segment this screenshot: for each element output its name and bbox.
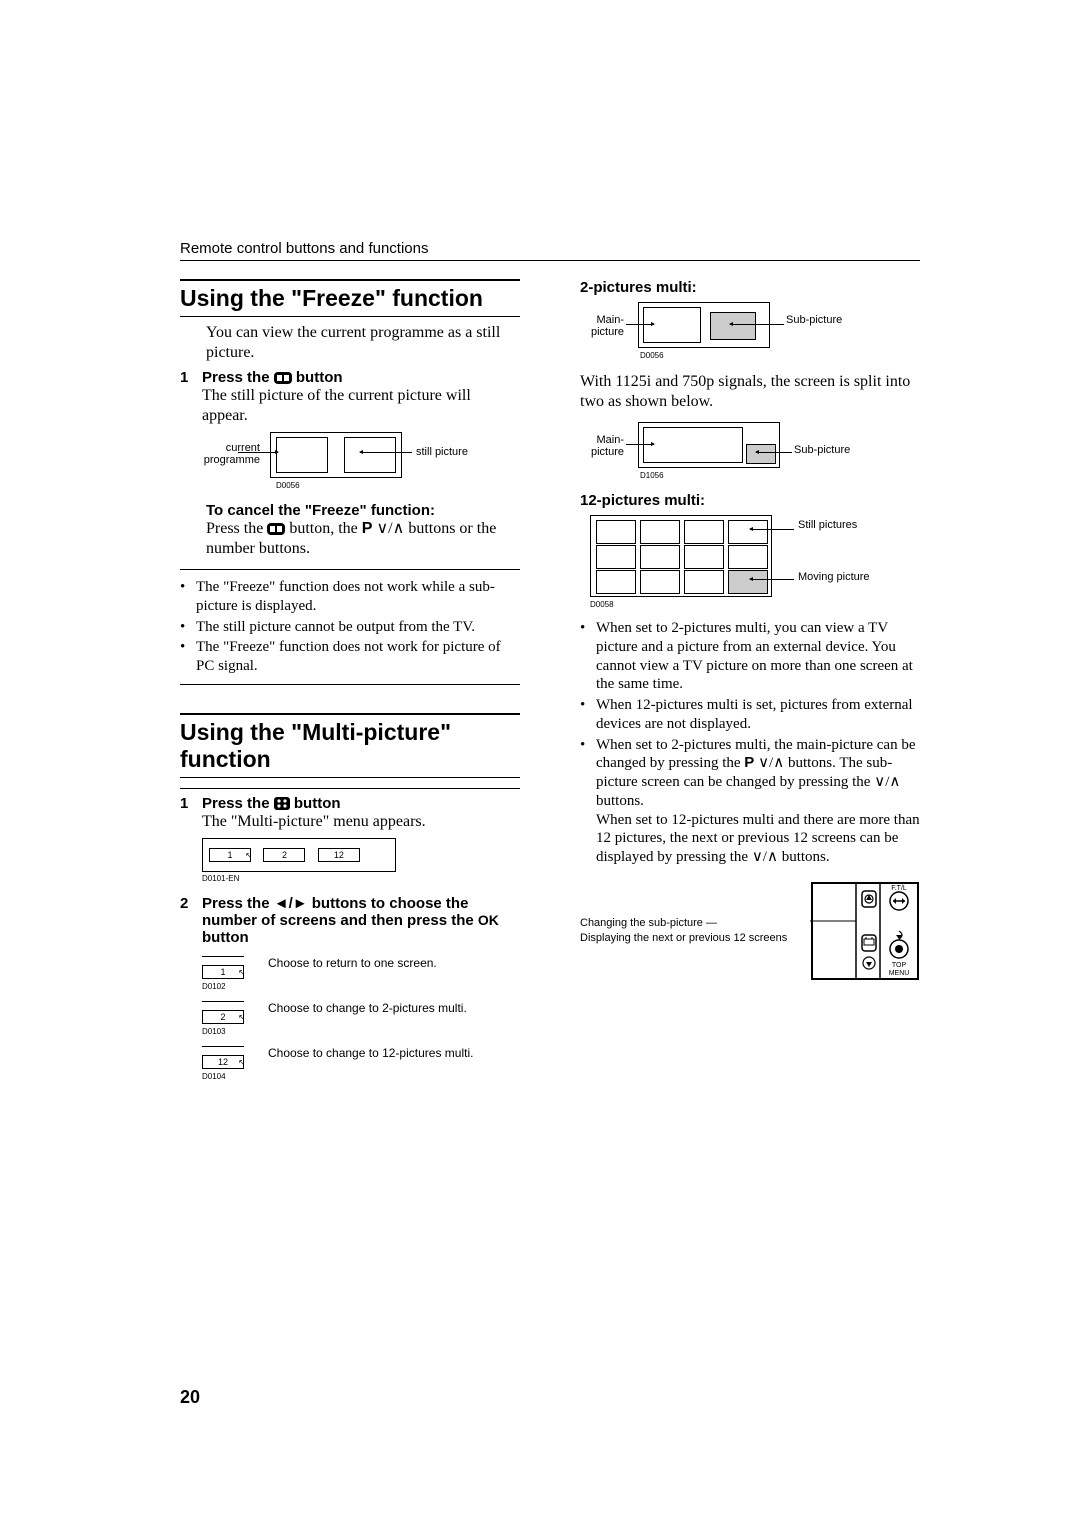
option-badge: 1↖	[202, 965, 244, 979]
multi-step1-title: Press the button	[202, 795, 426, 812]
ftl-label: F.T/L	[891, 885, 907, 892]
note-item: The still picture cannot be output from …	[196, 618, 475, 637]
diagram-code: D0058	[590, 601, 614, 610]
arrow-icon	[750, 579, 794, 580]
two-pictures-title: 2-pictures multi:	[580, 279, 920, 296]
option-badge: 12↖	[202, 1055, 244, 1069]
diagram-code: D0103	[202, 1027, 258, 1036]
freeze-step1-title: Press the button	[202, 369, 520, 386]
p-symbol: P	[744, 754, 754, 771]
step-number: 1	[180, 369, 194, 426]
note-item: The "Freeze" function does not work whil…	[196, 578, 520, 616]
two-pictures-diagram-alt: Main-picture Sub-picture D1056	[580, 422, 920, 486]
multi-step1-body: The "Multi-picture" menu appears.	[202, 812, 426, 832]
remote-caption: Changing the sub-picture — Displaying th…	[580, 916, 790, 945]
remote-diagram-row: Changing the sub-picture — Displaying th…	[580, 881, 920, 981]
twelve-pictures-title: 12-pictures multi:	[580, 492, 920, 509]
two-pictures-diagram: Main-picture Sub-picture D0056	[580, 302, 920, 366]
note-item: The "Freeze" function does not work for …	[196, 638, 520, 676]
cancel-freeze-body: Press the button, the P ∨/∧ buttons or t…	[206, 519, 520, 559]
option-desc: Choose to return to one screen.	[268, 956, 437, 970]
label-still-picture: still picture	[416, 446, 468, 458]
text: button, the	[285, 520, 361, 537]
freeze-icon	[274, 372, 292, 384]
option-desc: Choose to change to 2-pictures multi.	[268, 1001, 467, 1015]
label-main: Main-picture	[580, 434, 624, 458]
divider	[180, 788, 520, 789]
freeze-step1-body: The still picture of the current picture…	[202, 386, 520, 426]
text: Press the	[206, 520, 267, 537]
vup-icon: ∨/∧	[752, 849, 778, 865]
diagram-code: D0056	[276, 482, 300, 491]
diagram-code: D0104	[202, 1072, 258, 1081]
menu-item: 2	[263, 848, 305, 862]
page-number: 20	[180, 1387, 200, 1408]
diagram-code: D1056	[640, 472, 664, 481]
note-item: When 12-pictures multi is set, pictures …	[596, 696, 920, 734]
left-right-icon: ◄/►	[274, 895, 308, 912]
text: Press the	[202, 369, 274, 386]
label-sub: Sub-picture	[786, 314, 842, 326]
diagram-code: D0101-EN	[202, 874, 426, 883]
arrow-icon	[360, 452, 412, 453]
arrow-icon	[730, 324, 784, 325]
menu-item: 1↖	[209, 848, 251, 862]
remote-icon: F.T/L TOP MENU	[810, 881, 920, 981]
p-symbol: P	[362, 520, 373, 537]
multi-step2-title: Press the ◄/► buttons to choose the numb…	[202, 895, 520, 946]
multi-menu-diagram: 1↖ 2 12	[202, 838, 396, 872]
multi-icon	[274, 797, 290, 810]
text: button	[292, 369, 343, 386]
menu-label: MENU	[889, 970, 910, 977]
text: buttons.	[596, 793, 644, 809]
text: button	[202, 929, 249, 946]
menu-item: 12	[318, 848, 360, 862]
page-header: Remote control buttons and functions	[180, 240, 920, 261]
vup-icon: ∨/∧	[874, 774, 900, 790]
label-main: Main-picture	[580, 314, 624, 338]
note-item: When set to 2-pictures multi, you can vi…	[596, 619, 920, 694]
twelve-pictures-diagram: Still pictures Moving picture D0058	[580, 515, 920, 613]
option-row: 12↖ D0104 Choose to change to 12-picture…	[202, 1046, 520, 1081]
freeze-icon	[267, 523, 285, 535]
arrow-icon	[756, 452, 792, 453]
multi-notes: •When set to 2-pictures multi, you can v…	[580, 619, 920, 867]
text: Press the	[202, 895, 274, 912]
option-row: 2↖ D0103 Choose to change to 2-pictures …	[202, 1001, 520, 1036]
option-row: 1↖ D0102 Choose to return to one screen.	[202, 956, 520, 991]
label-moving: Moving picture	[798, 571, 870, 583]
step-number: 2	[180, 895, 194, 1081]
text: button	[290, 795, 341, 812]
option-desc: Choose to change to 12-pictures multi.	[268, 1046, 473, 1060]
freeze-diagram: current programme still picture D0056	[180, 432, 520, 492]
right-column: 2-pictures multi: Main-picture Sub-pictu…	[580, 279, 920, 1081]
multi-title: Using the "Multi-picture" function	[180, 713, 520, 778]
vup-icon: ∨/∧	[376, 520, 404, 537]
freeze-intro: You can view the current programme as a …	[180, 323, 520, 363]
freeze-notes: •The "Freeze" function does not work whi…	[180, 569, 520, 685]
two-pictures-note: With 1125i and 750p signals, the screen …	[580, 372, 920, 412]
label-current-programme: current programme	[180, 442, 260, 466]
option-badge: 2↖	[202, 1010, 244, 1024]
cancel-freeze-title: To cancel the "Freeze" function:	[206, 502, 520, 519]
diagram-code: D0102	[202, 982, 258, 991]
note-item: When set to 2-pictures multi, the main-p…	[596, 736, 920, 867]
vup-icon: ∨/∧	[758, 755, 784, 771]
left-column: Using the "Freeze" function You can view…	[180, 279, 520, 1081]
arrow-icon	[750, 529, 794, 530]
label-sub: Sub-picture	[794, 444, 850, 456]
text: buttons.	[778, 849, 830, 865]
freeze-title: Using the "Freeze" function	[180, 279, 520, 317]
text: Press the	[202, 795, 274, 812]
top-label: TOP	[892, 962, 907, 969]
step-number: 1	[180, 795, 194, 883]
label-still: Still pictures	[798, 519, 857, 531]
diagram-code: D0056	[640, 352, 664, 361]
ok-symbol: OK	[478, 912, 499, 928]
